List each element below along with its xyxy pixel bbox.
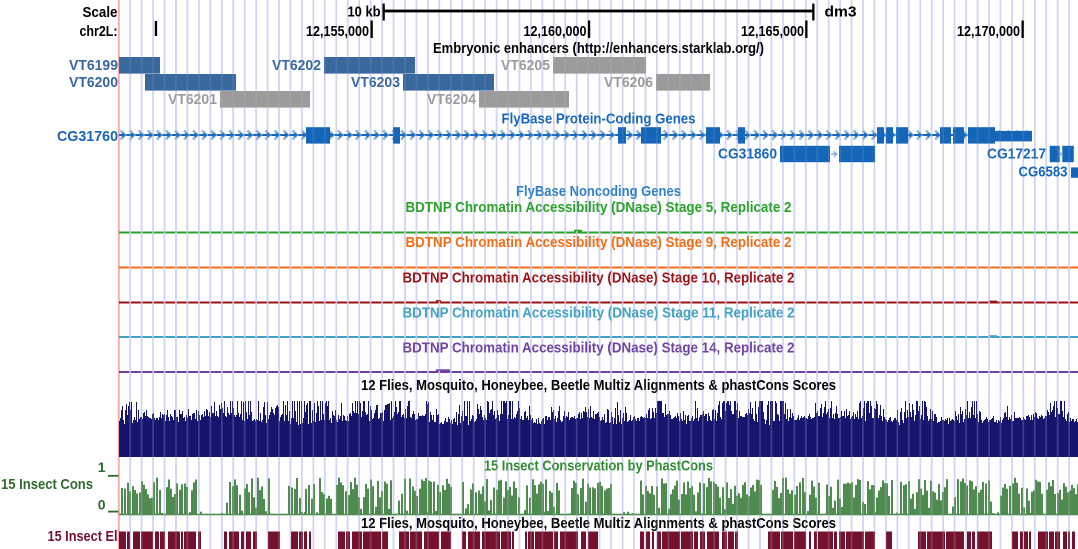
svg-text:CG6583: CG6583	[1019, 164, 1068, 181]
svg-text:12,155,000: 12,155,000	[306, 23, 369, 40]
svg-text:VT6202: VT6202	[272, 57, 321, 74]
svg-text:Embryonic enhancers (http://en: Embryonic enhancers (http://enhancers.st…	[433, 40, 764, 57]
svg-text:FlyBase Protein-Coding Genes: FlyBase Protein-Coding Genes	[502, 111, 696, 128]
svg-text:CG17217: CG17217	[987, 146, 1046, 163]
svg-text:CG31860: CG31860	[718, 146, 777, 163]
svg-text:12,160,000: 12,160,000	[524, 23, 587, 40]
svg-text:0: 0	[98, 497, 106, 513]
svg-text:12,170,000: 12,170,000	[957, 23, 1020, 40]
svg-text:12,165,000: 12,165,000	[741, 23, 804, 40]
svg-text:VT6199: VT6199	[69, 57, 118, 74]
svg-text:VT6206: VT6206	[604, 74, 653, 91]
svg-text:12 Flies, Mosquito, Honeybee,: 12 Flies, Mosquito, Honeybee, Beetle Mul…	[361, 377, 836, 394]
svg-text:15 Insect Conservation by Phas: 15 Insect Conservation by PhastCons	[484, 458, 713, 475]
svg-text:1: 1	[98, 459, 106, 475]
svg-text:Scale: Scale	[83, 4, 118, 21]
svg-text:BDTNP Chromatin Accessibility: BDTNP Chromatin Accessibility (DNase) St…	[403, 269, 795, 286]
svg-text:VT6204: VT6204	[427, 91, 477, 108]
svg-text:CG31760: CG31760	[57, 128, 118, 145]
svg-text:VT6203: VT6203	[351, 74, 400, 91]
svg-text:10 kb: 10 kb	[348, 3, 381, 20]
svg-text:BDTNP Chromatin Accessibility: BDTNP Chromatin Accessibility (DNase) St…	[406, 199, 792, 216]
svg-text:VT6200: VT6200	[69, 74, 118, 91]
svg-text:BDTNP Chromatin Accessibility: BDTNP Chromatin Accessibility (DNase) St…	[403, 304, 795, 321]
svg-text:chr2L:: chr2L:	[80, 23, 118, 40]
svg-text:15 Insect El: 15 Insect El	[48, 528, 118, 545]
svg-text:VT6205: VT6205	[501, 57, 550, 74]
svg-text:FlyBase Noncoding Genes: FlyBase Noncoding Genes	[516, 183, 681, 200]
svg-text:12 Flies, Mosquito, Honeybee,: 12 Flies, Mosquito, Honeybee, Beetle Mul…	[361, 515, 836, 532]
svg-text:BDTNP Chromatin Accessibility: BDTNP Chromatin Accessibility (DNase) St…	[406, 234, 792, 251]
svg-text:VT6201: VT6201	[168, 91, 217, 108]
svg-text:15 Insect Cons: 15 Insect Cons	[1, 476, 93, 493]
svg-text:BDTNP Chromatin Accessibility: BDTNP Chromatin Accessibility (DNase) St…	[403, 339, 795, 356]
svg-text:dm3: dm3	[825, 4, 857, 21]
